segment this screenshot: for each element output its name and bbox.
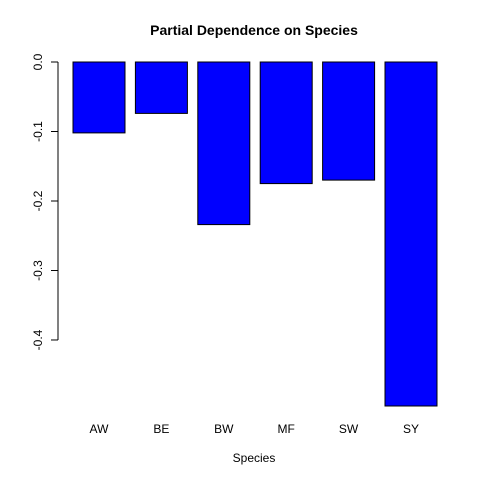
bar-sw <box>322 61 376 181</box>
y-tick-label: -0.1 <box>31 121 45 142</box>
category-label-mf: MF <box>278 422 295 436</box>
bars-group <box>72 61 438 407</box>
y-axis: 0.0 -0.1 -0.2 -0.3 -0.4 <box>31 53 59 350</box>
x-category-labels: AW BE BW MF SW SY <box>90 422 419 436</box>
category-label-bw: BW <box>214 422 234 436</box>
y-tick-label: -0.3 <box>31 260 45 281</box>
category-label-be: BE <box>153 422 169 436</box>
y-tick-label: 0.0 <box>31 53 45 70</box>
bar-bw <box>197 61 251 226</box>
x-axis-label: Species <box>233 451 276 465</box>
bar-sy <box>384 61 438 407</box>
category-label-sy: SY <box>403 422 419 436</box>
bar-aw <box>72 61 126 134</box>
y-tick-label: -0.4 <box>31 329 45 350</box>
y-tick-label: -0.2 <box>31 190 45 211</box>
bar-mf <box>259 61 313 185</box>
category-label-aw: AW <box>90 422 110 436</box>
chart-title: Partial Dependence on Species <box>150 22 358 38</box>
category-label-sw: SW <box>339 422 359 436</box>
bar-be <box>134 61 188 114</box>
